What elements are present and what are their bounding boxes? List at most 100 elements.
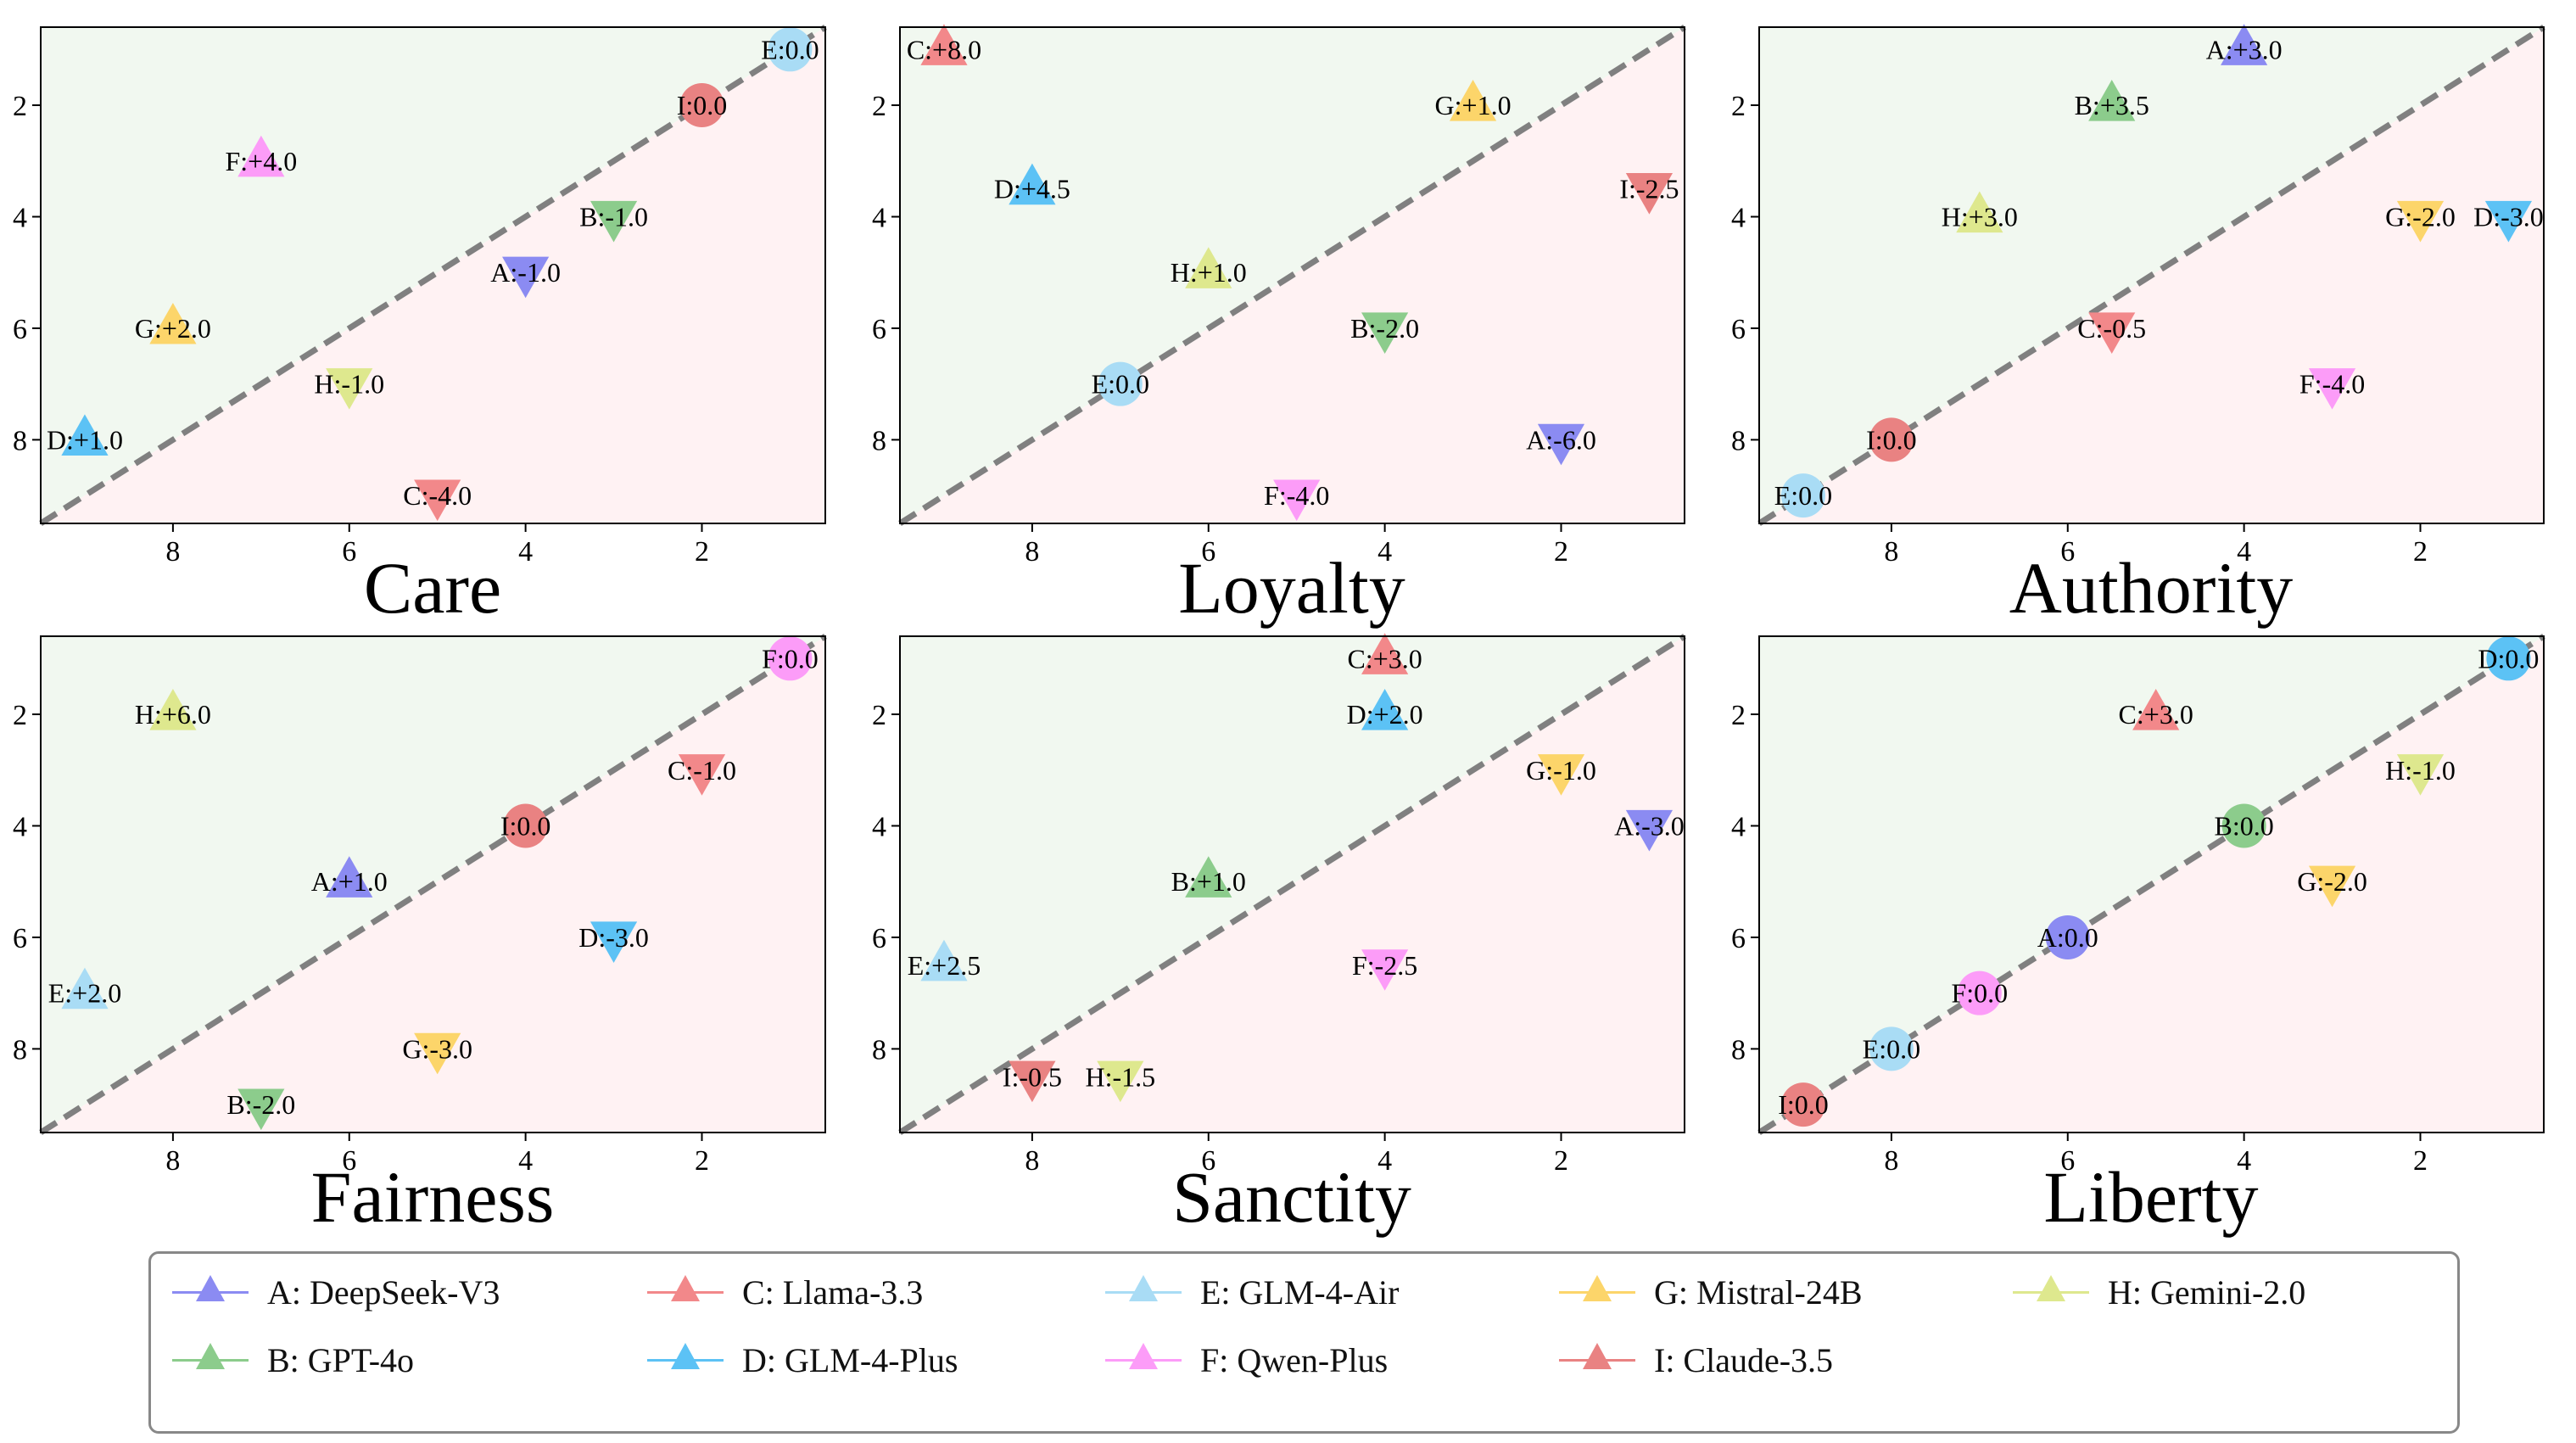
legend-item-h: H: Gemini-2.0 — [2013, 1267, 2305, 1317]
point-label: A:+3.0 — [2206, 34, 2283, 64]
point-label: B:-2.0 — [1350, 313, 1419, 344]
point-label: B:-1.0 — [579, 201, 648, 232]
point-h-marker — [2396, 754, 2445, 796]
point-h-marker — [1097, 1060, 1144, 1103]
point-label: G:-3.0 — [402, 1033, 472, 1064]
x-tick-label: 8 — [165, 1145, 180, 1177]
point-i-marker — [503, 803, 548, 848]
point-label: G:-2.0 — [2385, 201, 2456, 232]
point-i-marker — [1009, 1060, 1056, 1103]
x-tick-label: 4 — [1377, 536, 1392, 568]
y-tick-label: 6 — [13, 314, 27, 345]
point-label: I:-2.5 — [1619, 174, 1679, 204]
point-g-marker — [149, 302, 197, 344]
point-label: F:-2.5 — [1352, 950, 1417, 981]
point-label: G:+1.0 — [1435, 90, 1512, 120]
legend-key — [1105, 1267, 1182, 1317]
x-tick-label: 8 — [1884, 1145, 1898, 1177]
plot-frame — [1758, 635, 2545, 1133]
legend-label: A: DeepSeek-V3 — [267, 1272, 500, 1312]
legend-label: H: Gemini-2.0 — [2108, 1272, 2306, 1312]
plot-frame — [40, 635, 826, 1133]
point-label: H:-1.0 — [2385, 755, 2456, 786]
point-h-marker — [149, 689, 197, 730]
y-tick-label: 8 — [872, 425, 886, 456]
point-d-marker — [590, 921, 638, 963]
point-label: H:+1.0 — [1171, 257, 1247, 288]
point-label: E:+2.5 — [908, 950, 981, 981]
triangle-up-icon — [1583, 1343, 1612, 1369]
point-label: H:+3.0 — [1942, 201, 2018, 232]
plot-frame — [899, 26, 1685, 524]
x-tick-label: 4 — [518, 536, 533, 568]
point-label: I:-0.5 — [1003, 1061, 1062, 1092]
y-tick-label: 4 — [13, 811, 27, 842]
point-e-marker — [1869, 1026, 1914, 1071]
panel-title: Loyalty — [1178, 547, 1405, 629]
legend: A: DeepSeek-V3 B: GPT-4o C: Llama-3.3 D: GL… — [148, 1251, 2460, 1434]
point-label: D:+1.0 — [47, 424, 123, 455]
point-label: H:-1.5 — [1086, 1061, 1156, 1092]
x-tick-label: 8 — [1025, 536, 1039, 568]
point-label: D:0.0 — [2478, 643, 2539, 674]
x-tick-label: 4 — [2237, 1145, 2251, 1177]
triangle-up-icon — [1129, 1343, 1158, 1369]
legend-label: F: Qwen-Plus — [1200, 1340, 1389, 1379]
panel-authority: 8 6 4 2 2 4 6 8 A:+3.0 B:+3.5 H:+3.0 G:-2.0 D:-3.0 C:… — [1731, 24, 2545, 629]
y-tick-label: 6 — [872, 314, 886, 345]
point-f-marker — [237, 135, 285, 177]
point-e-marker — [61, 967, 109, 1010]
panel-title: Fairness — [311, 1156, 555, 1238]
y-tick-label: 2 — [872, 700, 886, 731]
x-tick-label: 2 — [695, 536, 709, 568]
panel-sanctity: 8 6 4 2 2 4 6 8 C:+3.0 D:+2.0 G:-1.0 A:-3.0 B:+1.0 E:… — [872, 633, 1686, 1238]
legend-item-c: C: Llama-3.3 — [647, 1267, 923, 1317]
x-tick-label: 6 — [1201, 1145, 1215, 1177]
point-a-marker — [2045, 914, 2090, 959]
point-c-marker — [2132, 689, 2180, 730]
point-e-marker — [768, 27, 813, 72]
x-tick-label: 8 — [165, 536, 180, 568]
plot-frame — [1758, 26, 2545, 524]
point-label: F:0.0 — [1951, 978, 2008, 1009]
point-label: D:+2.0 — [1347, 699, 1423, 730]
point-f-marker — [1273, 479, 1321, 522]
x-tick-label: 2 — [695, 1145, 709, 1177]
point-label: I:0.0 — [1866, 424, 1917, 455]
point-label: E:+2.0 — [48, 978, 121, 1009]
y-tick-label: 8 — [1731, 425, 1746, 456]
point-h-marker — [326, 368, 373, 410]
point-a-marker — [326, 856, 373, 898]
point-e-marker — [920, 939, 968, 982]
legend-label: G: Mistral-24B — [1654, 1272, 1863, 1312]
point-label: D:+4.5 — [994, 174, 1070, 204]
x-tick-label: 4 — [1377, 1145, 1392, 1177]
legend-key — [647, 1267, 724, 1317]
panel-care: 8 6 4 2 2 4 6 8 E:0.0 I:0.0 F:+4.0 B:-1.0 A:-1.0 G:+2… — [13, 25, 827, 629]
point-d-marker — [1361, 689, 1409, 730]
diagonal-line — [39, 634, 827, 1135]
triangle-up-icon — [2037, 1275, 2065, 1301]
point-a-marker — [502, 256, 550, 299]
point-label: B:+3.5 — [2075, 90, 2149, 120]
point-label: A:-3.0 — [1614, 810, 1685, 841]
legend-key — [172, 1267, 249, 1317]
triangle-up-icon — [671, 1343, 700, 1369]
point-label: F:+4.0 — [225, 146, 297, 176]
point-b-marker — [1185, 856, 1232, 898]
y-tick-label: 2 — [872, 91, 886, 122]
point-b-marker — [2221, 803, 2266, 848]
point-a-marker — [1537, 423, 1585, 466]
point-d-marker — [1009, 163, 1056, 205]
point-g-marker — [2396, 200, 2445, 243]
y-tick-label: 4 — [1731, 811, 1746, 842]
triangle-up-icon — [196, 1275, 225, 1301]
x-tick-label: 6 — [2060, 536, 2075, 568]
point-g-marker — [414, 1032, 461, 1075]
point-label: F:-4.0 — [2299, 369, 2365, 400]
point-i-marker — [1780, 1082, 1825, 1127]
point-f-marker — [768, 636, 813, 681]
point-label: E:0.0 — [1774, 480, 1832, 511]
legend-item-e: E: GLM-4-Air — [1105, 1267, 1399, 1317]
